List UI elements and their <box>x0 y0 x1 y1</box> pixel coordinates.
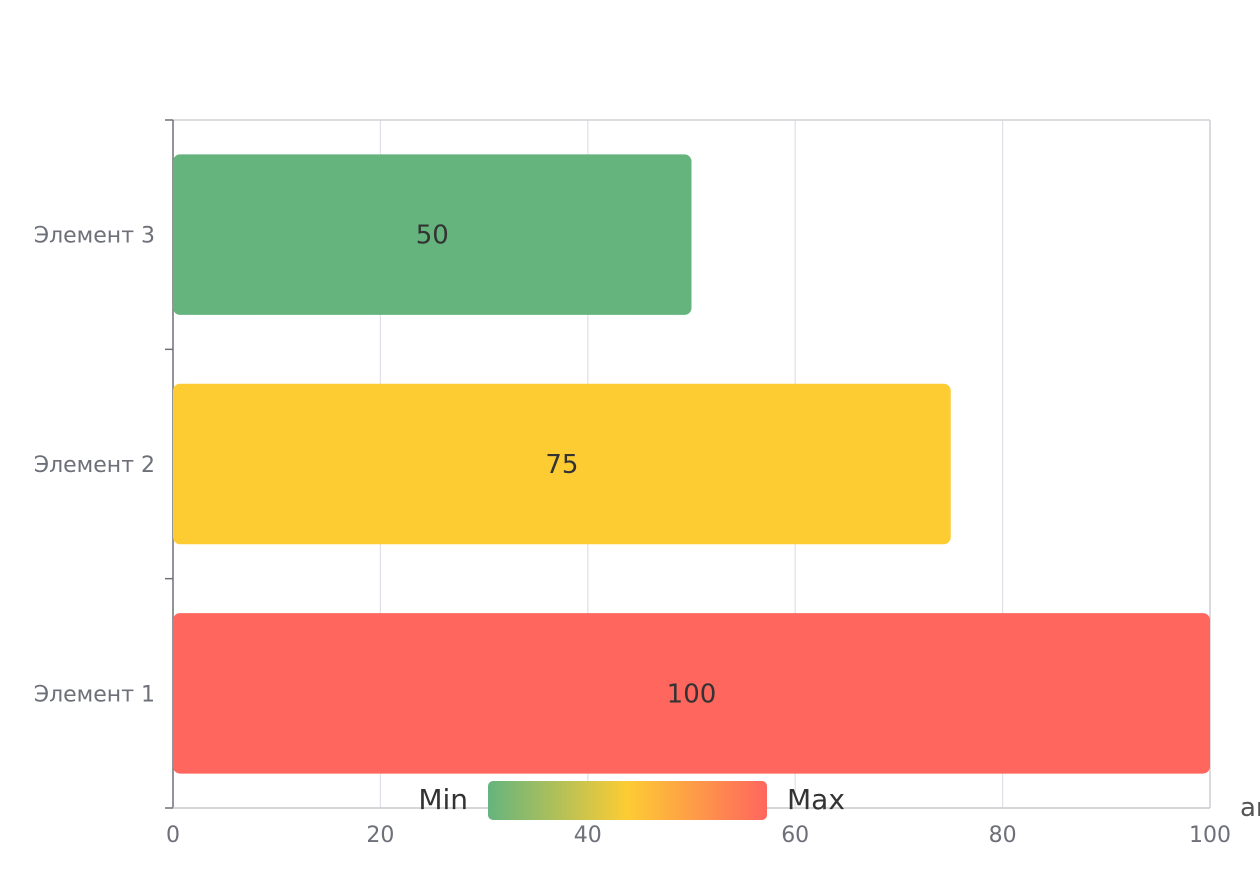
visual-map-max-label: Max <box>787 783 845 816</box>
visual-map-gradient-bar[interactable] <box>488 781 767 820</box>
visual-map-legend[interactable]: Min Max <box>418 781 845 820</box>
category-label: Элемент 2 <box>34 453 155 478</box>
bar-value-label: 75 <box>545 450 578 480</box>
x-tick-label: 100 <box>1189 823 1231 848</box>
bar-value-label: 100 <box>667 679 717 709</box>
bar-1[interactable] <box>173 613 1210 774</box>
bars <box>173 154 1210 774</box>
labels: 0 20 40 60 80 100 ar Элемент 1 100 Элемент 2 75 Эле… <box>34 221 1260 848</box>
x-tick-label: 60 <box>781 823 809 848</box>
x-tick-label: 80 <box>989 823 1017 848</box>
x-tick-label: 40 <box>574 823 602 848</box>
category-label: Элемент 1 <box>34 682 155 707</box>
bar-3[interactable] <box>173 154 692 315</box>
x-tick-label: 20 <box>366 823 394 848</box>
visual-map-min-label: Min <box>418 783 468 816</box>
bar-2[interactable] <box>173 383 951 545</box>
bar-value-label: 50 <box>416 221 449 251</box>
x-tick-label: 0 <box>166 823 180 848</box>
category-label: Элемент 3 <box>34 224 155 249</box>
x-axis-name: ar <box>1240 793 1260 823</box>
